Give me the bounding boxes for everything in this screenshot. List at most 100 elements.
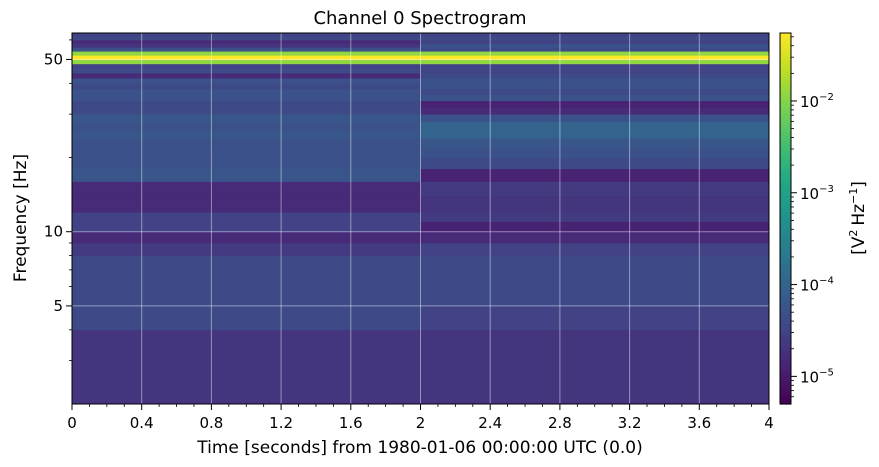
colorbar-step: [780, 351, 791, 356]
colorbar-step: [780, 54, 791, 59]
colorbar-step: [780, 85, 791, 90]
colorbar-step: [780, 196, 791, 201]
colorbar-step: [780, 345, 791, 349]
x-tick-label: 3.2: [618, 414, 642, 432]
colorbar-step: [780, 181, 791, 186]
colorbar-step: [780, 317, 791, 322]
heatmap-cell: [420, 231, 769, 244]
colorbar-ticks: 10−5 10−4 10−3 10−2: [791, 36, 834, 398]
colorbar-step: [780, 385, 791, 390]
colorbar-label-mid: Hz: [849, 204, 869, 226]
colorbar-step: [780, 227, 791, 232]
colorbar-step: [780, 255, 791, 260]
heatmap-cell: [72, 88, 421, 95]
x-tick-label: 0.8: [199, 414, 223, 432]
colorbar-step: [780, 240, 791, 244]
colorbar-label-sup2: −1: [847, 188, 860, 204]
x-axis-ticks: 0 0.4 0.8 1.2 1.6 2 2.4 2.8 3.2 3.6 4: [67, 404, 774, 432]
colorbar-step: [780, 82, 791, 87]
colorbar-step: [780, 110, 791, 114]
colorbar-step: [780, 215, 791, 220]
colorbar-step: [780, 128, 791, 133]
heatmap-cell: [72, 147, 421, 158]
colorbar-step: [780, 237, 791, 241]
colorbar-step: [780, 230, 791, 235]
x-tick-label: 2.8: [548, 414, 572, 432]
heatmap-cell: [420, 137, 769, 148]
colorbar-step: [780, 42, 791, 46]
heatmap-cell: [420, 221, 769, 233]
y-axis-ticks: 5 10 50: [44, 39, 72, 361]
colorbar-step: [780, 125, 791, 130]
heatmap-cell: [420, 100, 769, 108]
colorbar-step: [780, 366, 791, 371]
colorbar-step: [780, 298, 791, 303]
colorbar-step: [780, 175, 791, 179]
colorbar-step: [780, 252, 791, 257]
heatmap-cell: [72, 73, 421, 79]
colorbar-step: [780, 286, 791, 291]
heatmap-cell: [420, 147, 769, 158]
colorbar-step: [780, 76, 791, 80]
heatmap-cell: [72, 94, 421, 102]
x-tick-label: 4: [764, 414, 774, 432]
colorbar-step: [780, 122, 791, 127]
colorbar-step: [780, 97, 791, 102]
heatmap-cell: [72, 231, 421, 244]
colorbar-step: [780, 283, 791, 288]
heatmap-cell: [72, 47, 421, 52]
colorbar-step: [780, 397, 791, 402]
colorbar-step: [780, 335, 791, 340]
colorbar-step: [780, 184, 791, 189]
colorbar-step: [780, 264, 791, 269]
heatmap-cell: [420, 47, 769, 52]
x-tick-label: 1.6: [339, 414, 363, 432]
colorbar-step: [780, 233, 791, 238]
colorbar-step: [780, 301, 791, 306]
heatmap-cell: [72, 68, 421, 74]
colorbar-step: [780, 153, 791, 158]
colorbar-step: [780, 147, 791, 152]
heatmap-cell: [72, 78, 421, 84]
heatmap-cell: [420, 39, 769, 44]
colorbar-step: [780, 221, 791, 226]
heatmap-cell: [420, 63, 769, 69]
colorbar-step: [780, 391, 791, 396]
colorbar-step: [780, 224, 791, 229]
colorbar-step: [780, 218, 791, 223]
y-tick-label: 50: [44, 50, 63, 68]
colorbar-step: [780, 169, 791, 173]
heatmap-cell: [420, 329, 769, 405]
y-tick-label: 5: [53, 297, 63, 315]
colorbar-step: [780, 274, 791, 278]
colorbar-step: [780, 70, 791, 74]
colorbar-step: [780, 329, 791, 334]
x-tick-label: 2.4: [478, 414, 502, 432]
colorbar-tick-label: 10−4: [800, 276, 834, 295]
colorbar-step: [780, 57, 791, 62]
heatmap-cell: [420, 59, 769, 65]
heatmap-cell: [420, 43, 769, 48]
colorbar-step: [780, 159, 791, 164]
colorbar-step: [780, 178, 791, 182]
colorbar-step: [780, 314, 791, 319]
heatmap-cell: [72, 329, 421, 405]
colorbar-step: [780, 193, 791, 198]
heatmap-cell: [72, 33, 421, 37]
heatmap-cell: [420, 121, 769, 130]
heatmap-cell: [420, 51, 769, 56]
colorbar-step: [780, 67, 791, 71]
heatmap-cell: [72, 55, 421, 60]
heatmap-cell: [72, 157, 421, 170]
colorbar-step: [780, 388, 791, 393]
heatmap-cell: [420, 68, 769, 74]
colorbar-step: [780, 373, 791, 377]
colorbar-step: [780, 94, 791, 99]
heatmap-cell: [420, 114, 769, 122]
heatmap-cell: [72, 286, 421, 307]
heatmap-cell: [72, 129, 421, 139]
colorbar-step: [780, 280, 791, 285]
heatmap-cell: [420, 83, 769, 90]
colorbar-step: [780, 60, 791, 65]
colorbar-step: [780, 203, 791, 207]
